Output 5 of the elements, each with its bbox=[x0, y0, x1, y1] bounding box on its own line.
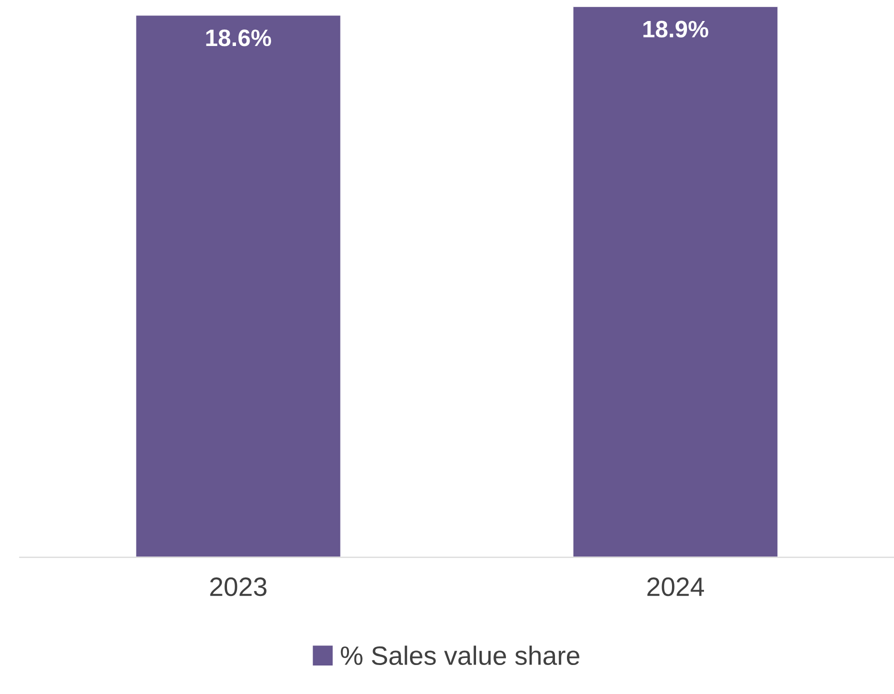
data-label: 18.6% bbox=[206, 30, 272, 46]
x-tick-label: 2024 bbox=[647, 577, 704, 596]
x-tick-label: 2023 bbox=[210, 577, 266, 596]
legend-label: % Sales value share bbox=[340, 646, 580, 666]
data-label: 18.9% bbox=[643, 20, 708, 38]
